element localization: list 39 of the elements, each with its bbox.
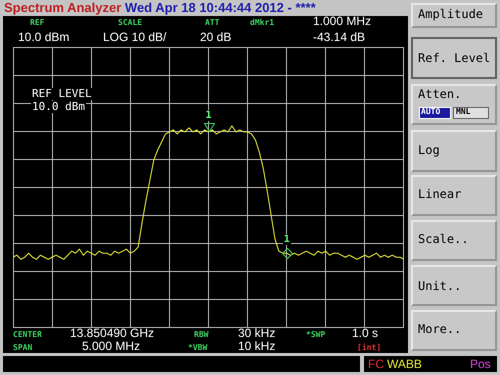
- text: 20 dB: [200, 30, 232, 44]
- text: [int]: [357, 343, 382, 353]
- text: LOG 10 dB/: [103, 30, 166, 44]
- chart-subtitle: Wed Apr 18 10:44:44 2012 - ****: [124, 0, 316, 15]
- text: MNL: [456, 107, 470, 117]
- text: Linear: [418, 187, 462, 202]
- text: SPAN: [13, 343, 32, 353]
- annotation: 13.850490 GHz: [70, 326, 154, 340]
- text: Log: [418, 143, 440, 158]
- text: Pos: [470, 357, 491, 372]
- text: SCALE: [118, 18, 142, 28]
- text: *VBW: [188, 343, 208, 353]
- text: *SWP: [306, 330, 326, 340]
- text: Scale..: [418, 232, 469, 246]
- text: FC: [368, 357, 384, 372]
- text: 10.0 dBm: [31, 100, 86, 114]
- text: REF LEVEL: [31, 87, 93, 100]
- text: 1: [204, 110, 213, 121]
- text: 5.000 MHz: [82, 339, 140, 354]
- text: 1.000 MHz: [313, 14, 372, 28]
- text: Amplitude: [418, 7, 484, 22]
- chart-title: Spectrum Analyzer: [4, 0, 122, 15]
- text: Atten.: [418, 87, 462, 102]
- text: WABB: [387, 357, 422, 372]
- text: RBW: [194, 330, 208, 340]
- annotation: 1.0 s: [352, 326, 378, 340]
- text: AUTO: [421, 107, 440, 117]
- text: Unit..: [418, 279, 462, 294]
- text: 10 kHz: [238, 339, 276, 354]
- text: -43.14 dB: [313, 30, 366, 44]
- text: ATT: [205, 18, 220, 28]
- text: CENTER: [13, 330, 42, 340]
- text: 10.0 dBm: [18, 30, 70, 44]
- annotation: 1: [282, 234, 291, 246]
- text: More..: [418, 322, 462, 336]
- annotation: 30 kHz: [238, 326, 276, 340]
- text: REF: [30, 18, 44, 28]
- text: Ref. Level: [418, 51, 490, 66]
- text: dMkr1: [250, 18, 274, 28]
